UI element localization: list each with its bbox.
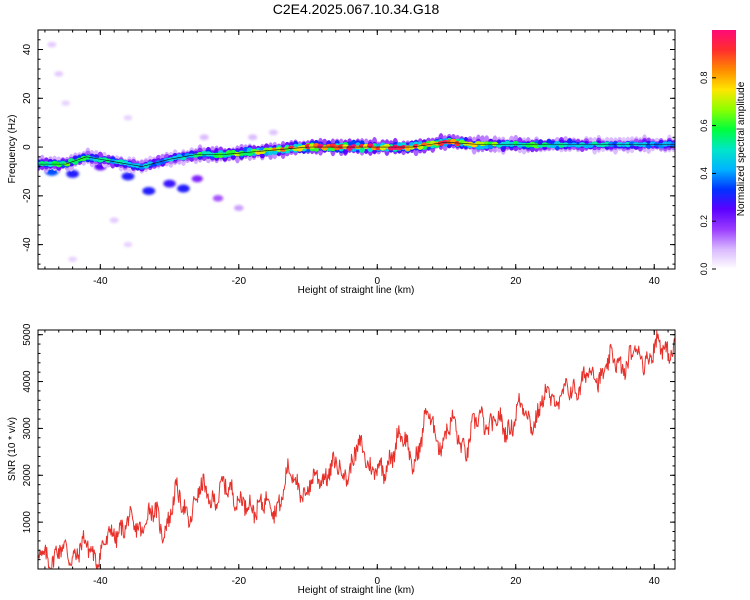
y-tick-label: 20 <box>22 92 33 104</box>
spectral-blob <box>123 241 133 248</box>
y-tick-label: -40 <box>22 237 33 252</box>
spectral-blob <box>233 205 244 212</box>
spectral-blob <box>142 186 156 195</box>
spectral-blob <box>54 71 64 77</box>
spectral-blob <box>68 256 78 262</box>
x-tick-label: -40 <box>93 576 108 587</box>
spectrogram-y-ticks: -40 -20 0 20 40 <box>22 29 675 265</box>
colorbar: 0.0 0.2 0.4 0.6 0.8 Normalized spectral ampl… <box>699 30 747 275</box>
spectral-blob <box>212 195 224 202</box>
snr-panel: -40 -20 0 20 40 1000 2000 3000 4000 5000 Height … <box>7 323 676 596</box>
snr-y-ticks: 1000 2000 3000 4000 5000 <box>22 323 675 570</box>
x-tick-label: -20 <box>232 276 247 287</box>
x-tick-label: -20 <box>232 576 247 587</box>
snr-y-axis-label: SNR (10 * v/v) <box>7 417 18 481</box>
y-tick-label: 5000 <box>22 323 33 346</box>
spectral-blob <box>248 134 258 141</box>
spectrogram-x-ticks: -40 -20 0 20 40 <box>44 30 669 287</box>
x-tick-label: 40 <box>649 276 661 287</box>
snr-frame <box>37 329 676 570</box>
snr-series-line <box>38 330 675 569</box>
spectral-ridge-cell <box>72 159 79 165</box>
spectrogram-y-axis-label: Frequency (Hz) <box>7 115 18 184</box>
spectral-blob <box>121 172 135 181</box>
y-tick-label: 2000 <box>22 464 33 487</box>
y-tick-label: -20 <box>22 188 33 203</box>
colorbar-tick-label: 0.2 <box>699 215 709 228</box>
x-tick-label: 0 <box>374 276 380 287</box>
spectral-blob <box>177 184 190 193</box>
chart-title: C2E4.2025.067.10.34.G18 <box>273 1 440 17</box>
spectral-blob <box>191 175 203 183</box>
y-tick-label: 40 <box>22 44 33 56</box>
y-tick-label: 1000 <box>22 511 33 534</box>
spectral-blob <box>123 115 133 121</box>
spectral-blob <box>268 129 278 136</box>
spectrogram-panel: -40 -20 0 20 40 -40 -20 0 20 40 Height of straig… <box>7 29 676 296</box>
spectral-blob <box>61 100 71 106</box>
colorbar-tick-label: 0.4 <box>699 167 709 180</box>
x-tick-label: 0 <box>374 576 380 587</box>
colorbar-tick-label: 0.8 <box>699 72 709 85</box>
y-tick-label: 0 <box>22 144 33 150</box>
colorbar-tick-label: 0.0 <box>699 263 709 276</box>
snr-x-ticks: -40 -20 0 20 40 <box>44 330 669 587</box>
spectrogram-frame <box>37 29 676 270</box>
colorbar-ticks: 0.0 0.2 0.4 0.6 0.8 <box>699 72 716 276</box>
x-tick-label: -40 <box>93 276 108 287</box>
spectral-blob <box>47 41 57 48</box>
spectral-ridge-cell <box>63 162 71 167</box>
spectrogram-x-axis-label: Height of straight line (km) <box>298 285 415 296</box>
x-tick-label: 20 <box>510 576 522 587</box>
spectral-blob <box>109 217 119 224</box>
spectral-blob <box>199 134 209 141</box>
y-tick-label: 4000 <box>22 370 33 393</box>
spectral-peak-line <box>38 141 675 167</box>
snr-x-axis-label: Height of straight line (km) <box>298 585 415 596</box>
colorbar-label: Normalized spectral amplitude <box>736 81 747 216</box>
x-tick-label: 20 <box>510 276 522 287</box>
spectral-blob <box>66 169 80 178</box>
spectrogram-heatmap <box>38 41 675 262</box>
x-tick-label: 40 <box>649 576 661 587</box>
y-tick-label: 3000 <box>22 417 33 440</box>
colorbar-tick-label: 0.6 <box>699 119 709 132</box>
colorbar-scale <box>712 30 736 269</box>
spectral-blob <box>163 179 176 188</box>
